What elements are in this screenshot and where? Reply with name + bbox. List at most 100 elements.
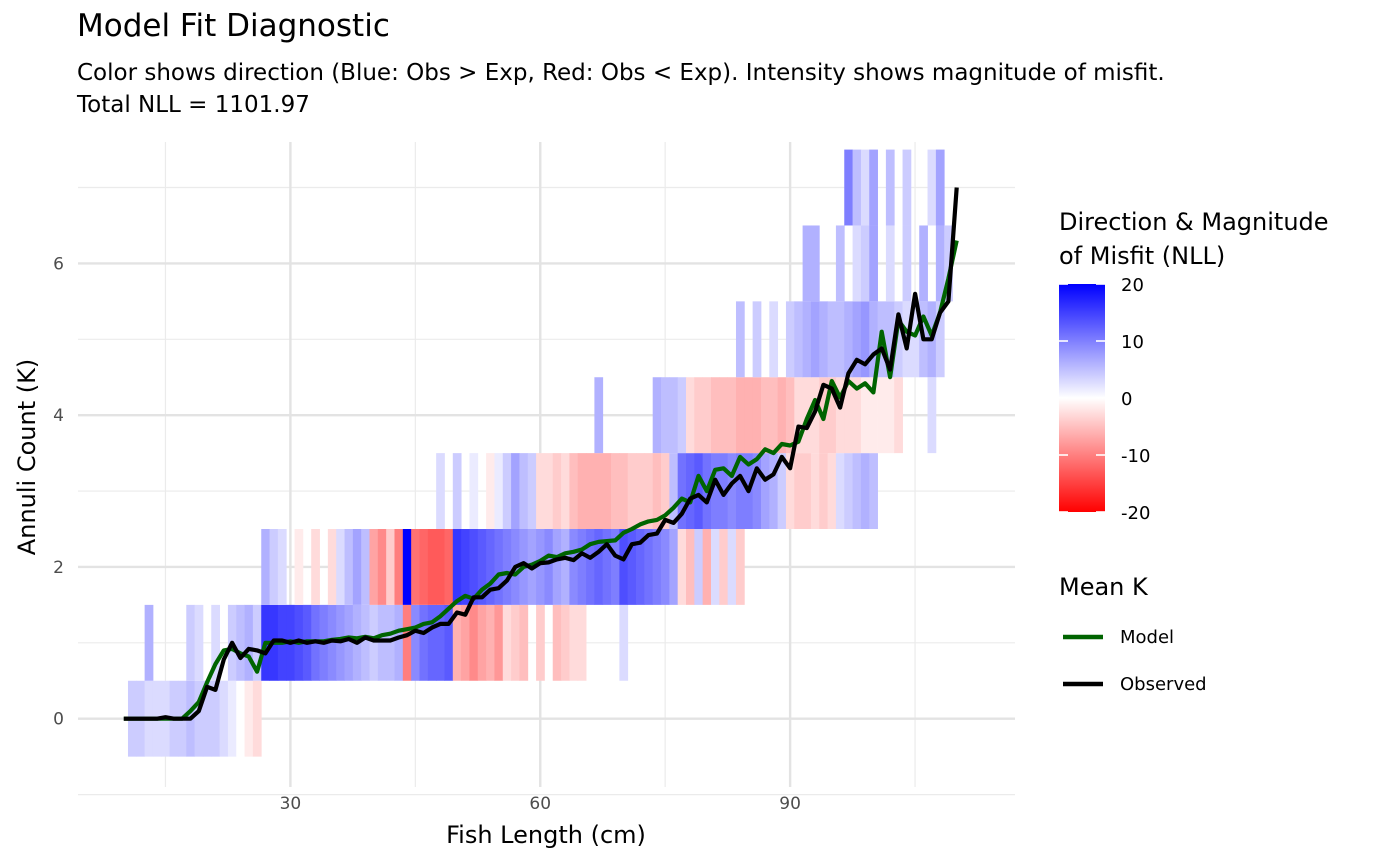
heatmap-tile bbox=[677, 453, 687, 529]
x-tick-label: 30 bbox=[280, 794, 302, 814]
heatmap-tile bbox=[927, 149, 937, 226]
heatmap-tile bbox=[694, 529, 704, 605]
heatmap-tile bbox=[627, 453, 637, 529]
heatmap-tile bbox=[636, 529, 645, 605]
heatmap-tile bbox=[252, 680, 262, 757]
heatmap-tile bbox=[752, 453, 762, 529]
grid-minor bbox=[78, 142, 1015, 796]
heatmap-tile bbox=[652, 453, 662, 529]
heatmap-tile bbox=[552, 453, 562, 529]
heatmap-tile bbox=[710, 377, 720, 454]
heatmap-tile bbox=[577, 453, 587, 529]
heatmap-tile bbox=[394, 604, 404, 681]
heatmap-tile bbox=[719, 529, 729, 605]
chart-title: Model Fit Diagnostic bbox=[77, 8, 390, 44]
chart-subtitle: Color shows direction (Blue: Obs > Exp, … bbox=[77, 60, 1165, 86]
line-legend: Mean K Model Observed bbox=[1059, 573, 1207, 695]
colorbar-tick-label: 0 bbox=[1121, 389, 1132, 410]
heatmap-tile bbox=[677, 377, 687, 454]
heatmap-tile bbox=[369, 604, 379, 681]
heatmap-tile bbox=[894, 301, 903, 378]
heatmap-tile bbox=[486, 453, 495, 529]
heatmap-tile bbox=[186, 604, 196, 681]
heatmap-tile bbox=[661, 453, 670, 529]
y-tick-label: 0 bbox=[53, 710, 64, 730]
heatmap-tile bbox=[486, 604, 495, 681]
heatmap-tile bbox=[844, 377, 853, 454]
heatmap-tile bbox=[752, 377, 762, 454]
heatmap-tile bbox=[561, 604, 570, 681]
heatmap-tile bbox=[710, 453, 720, 529]
heatmap-tile bbox=[852, 149, 862, 226]
heatmap-tile bbox=[444, 604, 454, 681]
colorbar-title-line1: Direction & Magnitude bbox=[1059, 208, 1329, 236]
heatmap-tile bbox=[377, 529, 387, 605]
heatmap-tile bbox=[686, 377, 695, 454]
heatmap-tile bbox=[436, 453, 445, 529]
heatmap-tile bbox=[561, 529, 570, 605]
heatmap-tile bbox=[402, 529, 412, 605]
heatmap-tile bbox=[227, 680, 237, 757]
heatmap-tile bbox=[386, 604, 395, 681]
heatmap-tile bbox=[810, 225, 820, 302]
heatmap-tile bbox=[244, 604, 254, 681]
heatmap-tile bbox=[594, 453, 604, 529]
heatmap-tile bbox=[469, 453, 479, 529]
series-line-observed bbox=[123, 187, 959, 721]
heatmap-tile bbox=[794, 377, 804, 454]
heatmap-tile bbox=[619, 453, 629, 529]
heatmap-tile bbox=[844, 453, 853, 529]
heatmap-tile bbox=[877, 377, 887, 454]
heatmap-tile bbox=[194, 680, 204, 757]
heatmap-tile bbox=[419, 604, 429, 681]
heatmap-tile bbox=[469, 604, 479, 681]
heatmap-tile bbox=[785, 453, 795, 529]
heatmap-tile bbox=[536, 453, 545, 529]
heatmap-tile bbox=[602, 453, 612, 529]
heatmap-tile bbox=[935, 149, 945, 226]
heatmap-tile bbox=[494, 453, 504, 529]
heatmap-tile bbox=[727, 453, 737, 529]
heatmap-tile bbox=[394, 529, 404, 605]
heatmap-tile bbox=[544, 529, 554, 605]
heatmap-tile bbox=[860, 377, 870, 454]
heatmap-tile bbox=[702, 377, 712, 454]
heatmap-tile bbox=[211, 680, 220, 757]
heatmap-tile bbox=[769, 453, 779, 529]
heatmap-tile bbox=[411, 529, 420, 605]
heatmap-tile bbox=[669, 529, 679, 605]
heatmap-tile bbox=[419, 529, 429, 605]
heatmap-tile bbox=[236, 604, 245, 681]
heatmap-tile bbox=[869, 225, 878, 302]
heatmap-tile bbox=[427, 604, 437, 681]
heatmap-tile bbox=[927, 377, 937, 454]
y-axis-label: Annuli Count (K) bbox=[13, 359, 41, 555]
heatmap-tile bbox=[202, 680, 212, 757]
heatmap-tile bbox=[519, 453, 529, 529]
heatmap-tile bbox=[752, 301, 762, 378]
heatmap-tile bbox=[819, 453, 828, 529]
heatmap-tile bbox=[536, 529, 545, 605]
heatmap-tile bbox=[519, 604, 529, 681]
heatmap-tile bbox=[544, 453, 554, 529]
heatmap-tile bbox=[536, 604, 545, 681]
legend-label-model: Model bbox=[1120, 627, 1174, 648]
heatmap-tile bbox=[669, 453, 679, 529]
heatmap-tile bbox=[677, 529, 687, 605]
heatmap-tile bbox=[619, 604, 629, 681]
heatmap-tile bbox=[827, 301, 837, 378]
heatmap-tile bbox=[369, 529, 379, 605]
heatmap-tile bbox=[727, 529, 737, 605]
heatmap-tile bbox=[361, 529, 370, 605]
heatmap-tile bbox=[502, 453, 512, 529]
heatmap-tile bbox=[502, 529, 512, 605]
heatmap-tile bbox=[344, 604, 354, 681]
heatmap-tile bbox=[327, 604, 337, 681]
heatmap-tile bbox=[835, 453, 845, 529]
heatmap-tile bbox=[852, 225, 862, 302]
heatmap-tile bbox=[494, 604, 504, 681]
heatmap-tile bbox=[802, 453, 812, 529]
heatmap-tile bbox=[436, 529, 445, 605]
heatmap-tile bbox=[885, 377, 895, 454]
heatmap-tile bbox=[452, 529, 462, 605]
